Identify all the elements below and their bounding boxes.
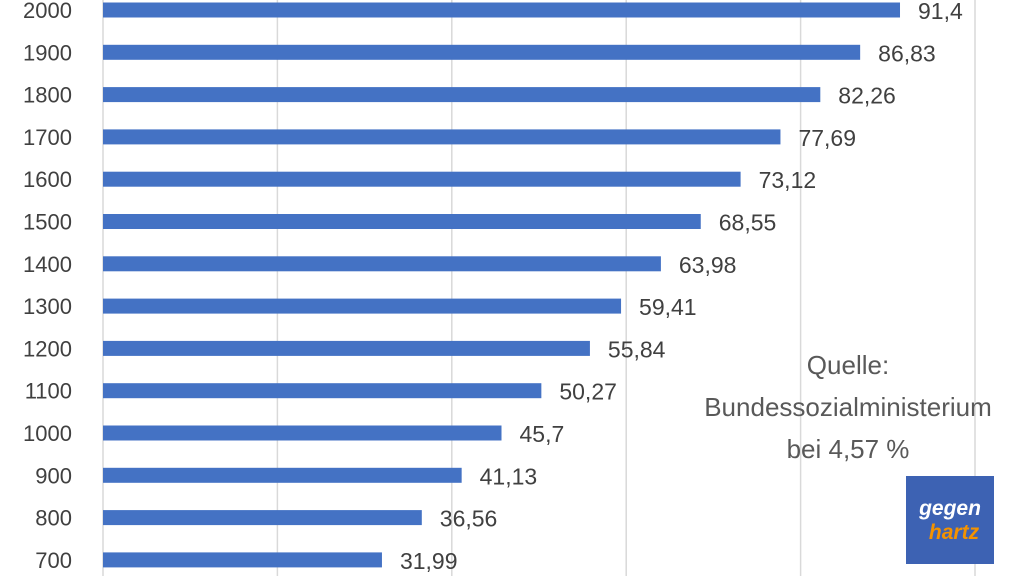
data-label-900: 41,13 <box>480 463 538 489</box>
data-label-1500: 68,55 <box>719 210 777 236</box>
data-label-800: 36,56 <box>440 506 498 532</box>
logo-text-hartz: hartz <box>929 521 980 544</box>
data-label-1900: 86,83 <box>878 40 936 66</box>
bar-1600 <box>103 171 741 187</box>
bar-1100 <box>103 383 542 399</box>
data-label-1700: 77,69 <box>798 125 856 151</box>
source-annotation: Quelle: Bundessozialministerium bei 4,57… <box>704 350 992 464</box>
data-label-1400: 63,98 <box>679 252 737 278</box>
bar-800 <box>103 510 422 526</box>
logo-background <box>906 476 994 564</box>
source-line-1: Quelle: <box>807 350 889 380</box>
data-label-1600: 73,12 <box>759 167 817 193</box>
tick-label-1800: 1800 <box>23 83 72 108</box>
bars <box>103 2 901 568</box>
data-labels: 91,4 86,83 82,26 77,69 73,12 68,55 63,98 59,41 5… <box>400 0 963 574</box>
bar-1400 <box>103 256 661 272</box>
tick-label-800: 800 <box>35 506 72 531</box>
logo-text-gegen: gegen <box>918 497 981 520</box>
y-axis-tick-labels: 2000 1900 1800 1700 1600 1500 1400 1300 1200 1100… <box>23 0 72 573</box>
tick-label-1500: 1500 <box>23 210 72 235</box>
data-label-1100: 50,27 <box>559 379 617 405</box>
bar-1700 <box>103 129 781 145</box>
source-line-2: Bundessozialministerium <box>704 392 992 422</box>
data-label-2000: 91,4 <box>918 0 963 24</box>
gegen-hartz-logo: gegen hartz <box>906 476 994 564</box>
bar-2000 <box>103 2 901 18</box>
data-label-700: 31,99 <box>400 548 458 574</box>
tick-label-1300: 1300 <box>23 294 72 319</box>
data-label-1800: 82,26 <box>838 83 896 109</box>
tick-label-2000: 2000 <box>23 0 72 23</box>
data-label-1300: 59,41 <box>639 294 697 320</box>
source-line-3: bei 4,57 % <box>787 434 910 464</box>
tick-label-1900: 1900 <box>23 40 72 65</box>
tick-label-700: 700 <box>35 548 72 573</box>
bar-700 <box>103 552 382 568</box>
tick-label-1000: 1000 <box>23 421 72 446</box>
tick-label-1600: 1600 <box>23 167 72 192</box>
tick-label-900: 900 <box>35 463 72 488</box>
tick-label-1700: 1700 <box>23 125 72 150</box>
data-label-1000: 45,7 <box>520 421 565 447</box>
tick-label-1100: 1100 <box>25 379 72 404</box>
bar-1300 <box>103 298 622 314</box>
bar-900 <box>103 467 462 483</box>
bar-1900 <box>103 44 861 60</box>
bar-1000 <box>103 425 502 441</box>
data-label-1200: 55,84 <box>608 336 666 362</box>
tick-label-1200: 1200 <box>23 336 72 361</box>
bar-1500 <box>103 214 701 229</box>
tick-label-1400: 1400 <box>23 252 72 277</box>
bar-1800 <box>103 87 821 103</box>
bar-1200 <box>103 340 590 356</box>
